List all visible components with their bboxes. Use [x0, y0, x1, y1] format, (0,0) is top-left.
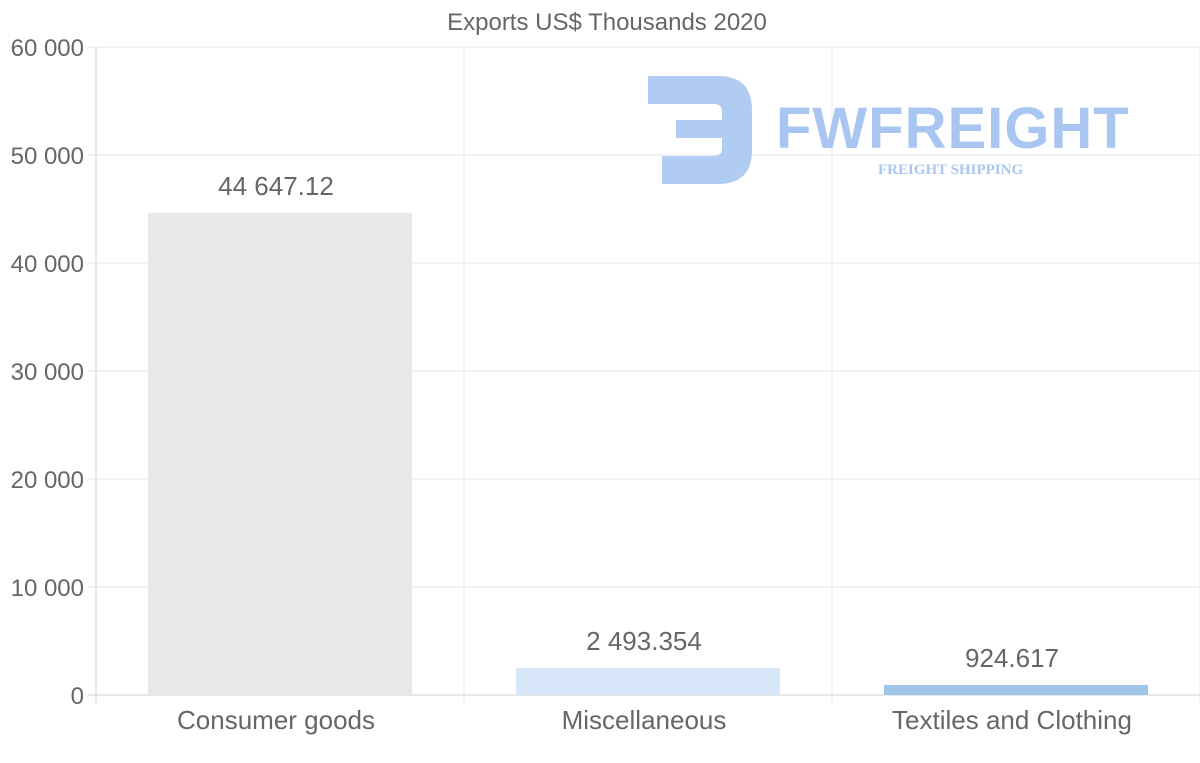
y-tick-label: 60 000	[11, 35, 84, 62]
y-tick-label: 50 000	[11, 143, 84, 170]
y-tick-label: 10 000	[11, 575, 84, 602]
y-tick-label: 30 000	[11, 359, 84, 386]
x-tick-label: Textiles and Clothing	[892, 705, 1132, 735]
x-tick-label: Miscellaneous	[562, 705, 727, 735]
y-tick-label: 0	[71, 683, 84, 710]
bar-value-label: 44 647.12	[218, 171, 334, 201]
x-tick-label: Consumer goods	[177, 705, 375, 735]
x-axis-labels: Consumer goods Miscellaneous Textiles and …	[177, 705, 1132, 735]
bar-value-label: 924.617	[965, 643, 1059, 673]
x-gridlines	[95, 47, 1200, 703]
value-labels: 44 647.12 2 493.354 924.617	[218, 171, 1059, 673]
y-tick-label: 20 000	[11, 467, 84, 494]
chart-title: Exports US$ Thousands 2020	[447, 9, 767, 36]
bar	[516, 668, 780, 695]
bar	[884, 685, 1148, 695]
y-tick-label: 40 000	[11, 251, 84, 278]
bar-value-label: 2 493.354	[586, 626, 702, 656]
y-axis-ticks: 0 10 000 20 000 30 000 40 000 50 000 60 000	[11, 35, 84, 710]
bar	[148, 212, 412, 696]
bars	[148, 212, 1148, 696]
